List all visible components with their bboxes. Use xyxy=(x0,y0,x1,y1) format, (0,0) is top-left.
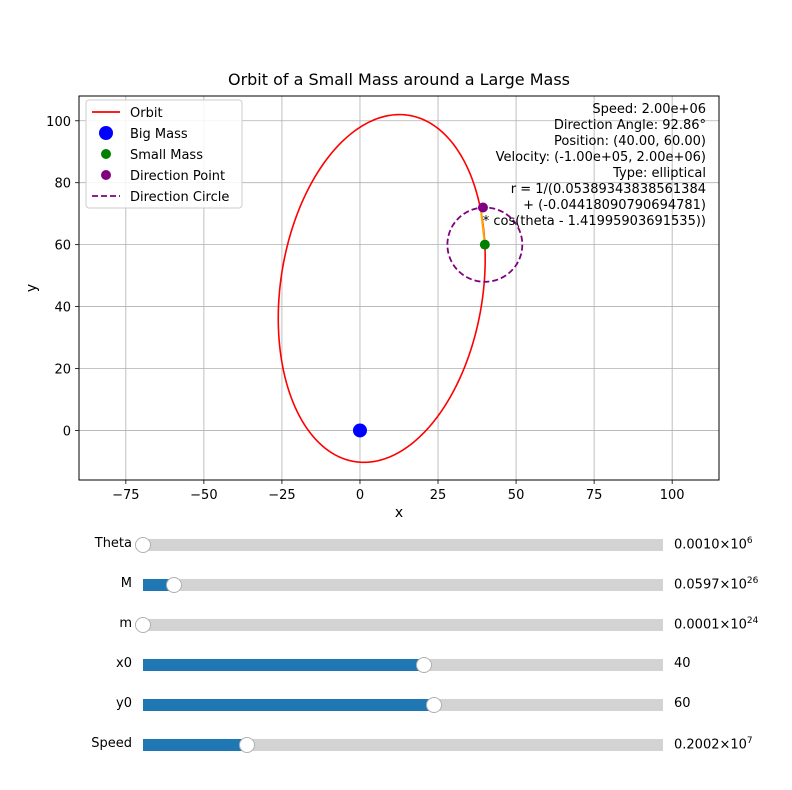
legend-marker-icon xyxy=(99,126,113,140)
y-axis-label: y xyxy=(24,284,40,292)
x-tick-label: 100 xyxy=(660,488,685,503)
annotation-line: Position: (40.00, 60.00) xyxy=(554,134,706,149)
legend-label: Small Mass xyxy=(130,148,203,163)
big-mass-point xyxy=(352,423,367,438)
y-tick-label: 100 xyxy=(46,115,71,130)
annotation-line: Velocity: (-1.00e+05, 2.00e+06) xyxy=(496,150,706,165)
chart-title: Orbit of a Small Mass around a Large Mas… xyxy=(228,70,570,89)
slider-label: y0 xyxy=(116,696,132,711)
legend-box xyxy=(85,99,243,209)
slider-knob[interactable] xyxy=(135,537,151,553)
slider-knob[interactable] xyxy=(135,617,151,633)
slider-value: 0.0597×1026 xyxy=(674,576,758,592)
x-tick-label: 0 xyxy=(356,488,364,503)
slider-track[interactable] xyxy=(135,537,663,553)
slider-fill xyxy=(143,659,424,671)
slider-value-exponent: 26 xyxy=(746,576,759,586)
slider-value: 40 xyxy=(674,656,691,671)
annotation-line: * cos(theta - 1.41995903691535)) xyxy=(483,214,706,229)
legend-label: Orbit xyxy=(130,106,163,121)
y-tick-label: 0 xyxy=(63,424,71,439)
slider-value-exponent: 24 xyxy=(746,616,759,626)
slider-m[interactable]: m 0.0001×1024 xyxy=(0,613,792,637)
slider-label: x0 xyxy=(116,656,132,671)
slider-value-mantissa: 40 xyxy=(674,656,691,671)
slider-value: 60 xyxy=(674,696,691,711)
slider-track[interactable] xyxy=(135,617,663,633)
slider-value-mantissa: 60 xyxy=(674,696,691,711)
x-tick-label: −25 xyxy=(268,488,295,503)
annotation-line: r = 1/(0.05389343838561384 xyxy=(511,182,706,197)
slider-label: m xyxy=(119,616,132,631)
x-tick-label: 50 xyxy=(508,488,525,503)
legend-marker-icon xyxy=(101,170,111,180)
slider-knob[interactable] xyxy=(415,657,432,673)
slider-knob[interactable] xyxy=(426,697,443,713)
legend-label: Direction Point xyxy=(130,169,225,184)
plot-border xyxy=(78,95,720,481)
slider-value-mantissa: 0.0597×10 xyxy=(674,577,747,593)
slider-value: 0.0010×106 xyxy=(674,536,753,552)
slider-label: Theta xyxy=(94,536,132,551)
y-tick-label: 40 xyxy=(54,301,71,316)
annotation-line: + (-0.04418090790694781) xyxy=(523,198,706,213)
slider-track[interactable] xyxy=(143,657,663,673)
slider-value-exponent: 7 xyxy=(746,736,753,746)
legend: Orbit Big Mass Small Mass Direction Point Di… xyxy=(85,99,243,209)
direction-point xyxy=(477,202,488,213)
slider-track[interactable] xyxy=(143,737,663,753)
slider-y0[interactable]: y0 60 xyxy=(0,693,792,717)
annotation-line: Direction Angle: 92.86° xyxy=(554,118,706,133)
legend-label: Big Mass xyxy=(130,127,188,142)
slider-fill xyxy=(143,699,435,711)
slider-value-exponent: 6 xyxy=(746,536,753,546)
slider-label: M xyxy=(120,576,132,591)
slider-speed[interactable]: Speed 0.2002×107 xyxy=(0,733,792,757)
y-tick-label: 80 xyxy=(54,177,71,192)
x-tick-label: 75 xyxy=(586,488,603,503)
velocity-arrow xyxy=(479,205,486,245)
orbit-chart: Orbit of a Small Mass around a Large Mas… xyxy=(24,70,720,520)
slider-value: 0.2002×107 xyxy=(674,736,753,752)
slider-fill xyxy=(143,739,247,751)
slider-x0[interactable]: x0 40 xyxy=(0,653,792,677)
annotation-line: Speed: 2.00e+06 xyxy=(592,102,706,117)
slider-label: Speed xyxy=(91,736,132,751)
slider-value-mantissa: 0.0010×10 xyxy=(674,537,747,553)
slider-track[interactable] xyxy=(143,697,663,713)
slider-track[interactable] xyxy=(143,577,663,593)
slider-knob[interactable] xyxy=(166,577,183,593)
y-tick-label: 60 xyxy=(54,239,71,254)
small-mass-point xyxy=(479,239,490,250)
annotation-line: Type: elliptical xyxy=(612,166,706,181)
y-tick-label: 20 xyxy=(54,363,71,378)
legend-marker-icon xyxy=(101,149,111,159)
slider-theta[interactable]: Theta 0.0010×106 xyxy=(0,533,792,557)
slider-m[interactable]: M 0.0597×1026 xyxy=(0,573,792,597)
slider-value: 0.0001×1024 xyxy=(674,616,758,632)
x-tick-label: −50 xyxy=(190,488,217,503)
x-tick-label: −75 xyxy=(112,488,139,503)
slider-value-mantissa: 0.2002×10 xyxy=(674,737,747,753)
x-axis-label: x xyxy=(395,505,403,520)
slider-value-mantissa: 0.0001×10 xyxy=(674,617,747,633)
x-tick-label: 25 xyxy=(430,488,447,503)
slider-knob[interactable] xyxy=(239,737,255,753)
legend-label: Direction Circle xyxy=(130,190,229,205)
